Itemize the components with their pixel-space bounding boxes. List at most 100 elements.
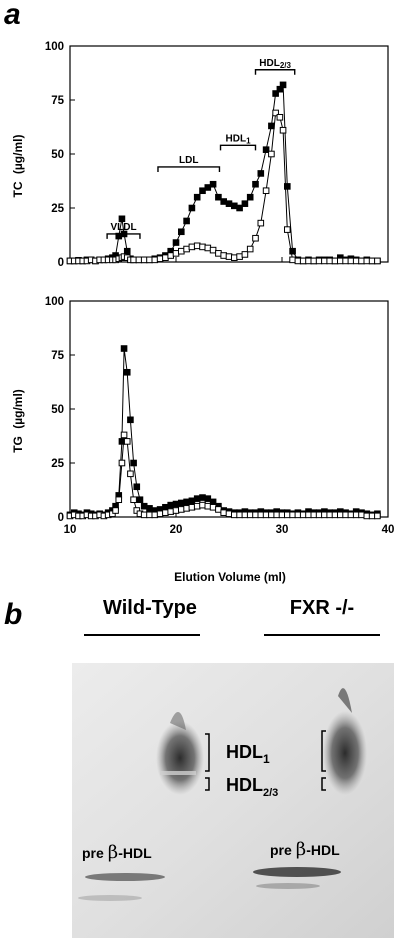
filled-point — [146, 505, 153, 512]
open-point — [167, 508, 174, 515]
open-point — [272, 109, 279, 117]
preb-right-suffix: -HDL — [306, 842, 340, 858]
open-point — [199, 243, 206, 251]
open-point — [130, 256, 137, 264]
region-bracket — [254, 69, 296, 75]
open-point — [321, 257, 328, 265]
filled-point — [204, 495, 212, 502]
fxr-label: FXR -/- — [290, 597, 354, 619]
filled-point — [268, 122, 275, 130]
x-tick-label: 20 — [170, 524, 183, 536]
open-point — [315, 511, 323, 519]
open-point — [215, 506, 222, 513]
open-point — [231, 254, 238, 261]
open-point — [231, 511, 238, 519]
open-point — [167, 252, 174, 259]
open-point — [310, 511, 318, 519]
open-point — [358, 511, 365, 519]
preb-left-beta: β — [108, 842, 118, 863]
filled-point — [188, 204, 196, 212]
open-point — [120, 431, 128, 439]
region-label-sub: 1 — [246, 136, 251, 145]
y-tick-label: 0 — [58, 257, 64, 269]
filled-point — [123, 247, 131, 255]
open-point — [278, 511, 286, 519]
filled-point — [241, 200, 249, 207]
hdl23-label: HDL2/3 — [226, 775, 278, 799]
region-label: LDL — [179, 155, 198, 166]
tc-ylabel-unit: (µg/ml) — [11, 135, 25, 175]
filled-point — [199, 494, 206, 501]
hdl1-bracket-left — [205, 733, 210, 772]
filled-point — [127, 416, 134, 424]
open-point — [257, 511, 265, 519]
fxr-hdl-spot — [323, 688, 367, 795]
filled-point — [118, 215, 126, 223]
preb-hdl-left-label: pre β-HDL — [82, 842, 152, 863]
hdl23-bracket-left — [205, 777, 210, 791]
filled-point — [209, 498, 217, 506]
region-label-sub: 2/3 — [280, 61, 292, 70]
open-point — [352, 511, 360, 519]
panel-label-b: b — [4, 598, 23, 631]
open-point — [246, 511, 254, 519]
filled-point — [172, 500, 180, 508]
open-point — [331, 511, 339, 519]
filled-point — [178, 228, 185, 236]
open-point — [284, 226, 291, 233]
open-point — [241, 511, 249, 519]
open-point — [299, 257, 307, 265]
y-tick-label: 75 — [51, 350, 64, 362]
filled-point — [204, 184, 212, 191]
y-tick-label: 25 — [51, 203, 64, 215]
open-point — [358, 257, 365, 265]
filled-point — [133, 483, 141, 491]
region-bracket — [219, 144, 257, 151]
open-point — [178, 506, 185, 513]
region-bracket — [157, 166, 221, 172]
open-point — [284, 511, 291, 519]
open-point — [199, 501, 206, 509]
open-point — [215, 250, 222, 257]
tg-ylabel-main: TG — [11, 436, 25, 453]
open-point — [236, 253, 243, 260]
gel-background — [72, 663, 394, 938]
open-point — [209, 503, 217, 511]
open-point — [252, 234, 259, 242]
filled-point — [136, 496, 144, 504]
open-point — [162, 509, 169, 516]
open-point — [140, 256, 148, 264]
hdl23-main: HDL — [226, 775, 263, 795]
region-label-main: HDL — [259, 58, 280, 69]
open-point — [151, 511, 159, 519]
region-label-main: HDL — [226, 133, 247, 144]
open-point — [342, 257, 349, 265]
open-point — [326, 257, 333, 265]
open-point — [188, 503, 196, 511]
open-point — [220, 252, 227, 259]
open-point — [172, 507, 180, 514]
open-point — [183, 245, 190, 253]
filled-point — [118, 438, 126, 445]
open-point — [135, 256, 143, 264]
hdl1-label: HDL1 — [226, 742, 270, 766]
open-point — [368, 257, 376, 265]
open-point — [204, 502, 212, 510]
open-point — [305, 511, 312, 519]
open-point — [123, 438, 131, 445]
filled-point — [262, 146, 270, 153]
preb-hdl-right-label: pre β-HDL — [270, 839, 340, 860]
filled-point — [115, 232, 123, 240]
series-line-0 — [69, 348, 378, 516]
open-point — [326, 511, 333, 519]
open-point — [268, 511, 275, 519]
open-point — [347, 511, 355, 519]
filled-point — [209, 180, 217, 188]
y-tick-label: 50 — [51, 149, 64, 161]
open-point — [127, 470, 134, 478]
filled-point — [120, 230, 128, 238]
open-point — [337, 257, 344, 265]
open-point — [140, 511, 148, 519]
tc-ylabel-main: TC — [11, 181, 25, 197]
open-point — [363, 512, 371, 520]
